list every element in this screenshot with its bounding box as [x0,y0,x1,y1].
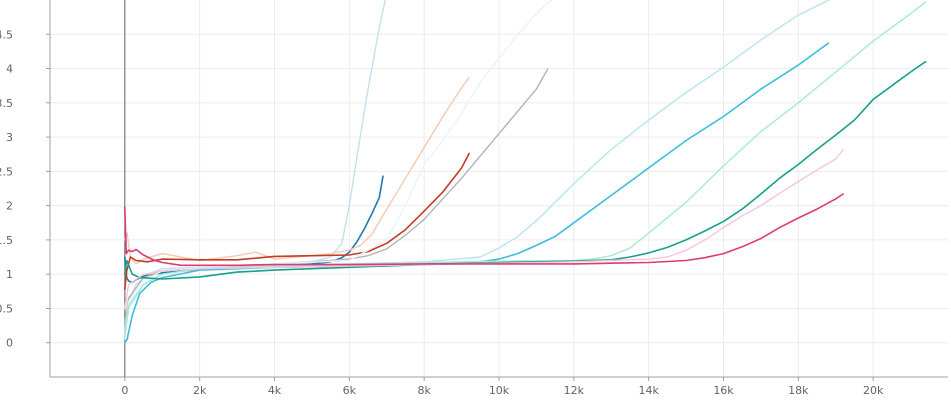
series-lines [124,0,927,344]
series-10 [124,148,844,310]
y-tick-label: 1 [6,268,13,281]
series-3 [124,152,470,291]
y-tick-label: 3.5 [0,97,13,110]
x-tick-label: 8k [417,384,431,397]
axes [46,0,948,381]
y-tick-label: 2 [6,200,13,213]
series-line-11 [124,193,845,267]
x-tick-label: 10k [489,384,510,397]
x-tick-label: 4k [268,384,282,397]
x-tick-label: 0 [121,384,128,397]
series-line-4 [124,68,549,323]
y-tick-label: 1.5 [0,234,13,247]
y-tick-label: 0 [6,337,13,350]
x-tick-label: 16k [713,384,734,397]
series-9 [124,60,927,280]
series-2 [124,76,470,265]
series-line-3 [124,152,470,291]
x-tick-label: 14k [638,384,659,397]
x-tick-label: 12k [564,384,585,397]
series-line-10 [124,148,844,310]
series-8 [124,1,927,334]
series-4 [124,68,549,323]
series-line-2 [124,76,470,265]
y-tick-label: 0.5 [0,302,13,315]
y-tick-label: 2.5 [0,165,13,178]
x-tick-label: 20k [863,384,884,397]
y-tick-label: 3 [6,131,13,144]
y-tick-label: 4 [6,63,13,76]
x-tick-label: 6k [343,384,357,397]
y-tick-label: 4.5 [0,28,13,41]
series-line-5 [124,0,553,337]
series-line-6 [124,0,831,340]
x-tick-label: 2k [193,384,207,397]
series-line-7 [124,42,830,344]
tick-labels: 0 0.5 1 1.5 2 2.5 3 3.5 4 4.5 0 2k 4k 6k 8k 10k 12k 14k 16… [0,28,884,397]
series-11 [124,193,845,267]
x-tick-label: 18k [788,384,809,397]
series-line-8 [124,1,927,334]
series-6 [124,0,831,340]
grid-lines [50,0,948,377]
series-5 [124,0,553,337]
series-line-9 [124,60,927,280]
series-7 [124,42,830,344]
